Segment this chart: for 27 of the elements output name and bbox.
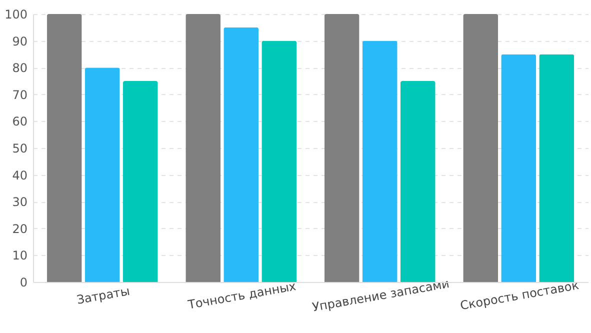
- y-tick-label: 60: [12, 114, 28, 129]
- bar: [501, 54, 536, 282]
- x-tick-label: Скорость поставок: [459, 278, 580, 313]
- y-tick-label: 30: [12, 195, 28, 210]
- y-tick-label: 10: [12, 248, 28, 263]
- bar: [224, 27, 259, 282]
- bar: [186, 14, 221, 282]
- x-tick-label: Точность данных: [186, 279, 298, 312]
- y-tick-label: 70: [12, 88, 28, 102]
- bar: [539, 54, 574, 282]
- x-tick-label: Управление запасами: [311, 276, 450, 314]
- y-tick-label: 100: [4, 8, 28, 22]
- bar: [324, 14, 360, 282]
- y-tick-label: 80: [12, 61, 28, 76]
- x-tick-label: Затраты: [76, 284, 131, 307]
- y-tick-label: 90: [12, 34, 28, 48]
- bar: [362, 40, 398, 282]
- bar: [262, 40, 297, 282]
- bar: [46, 14, 82, 282]
- bar: [84, 68, 120, 282]
- y-tick-label: 40: [12, 168, 28, 182]
- y-tick-label: 50: [12, 142, 28, 156]
- bar: [122, 81, 158, 282]
- bar: [463, 14, 498, 282]
- y-tick-label: 0: [20, 276, 28, 290]
- y-tick-label: 20: [12, 222, 28, 236]
- bar: [400, 81, 436, 282]
